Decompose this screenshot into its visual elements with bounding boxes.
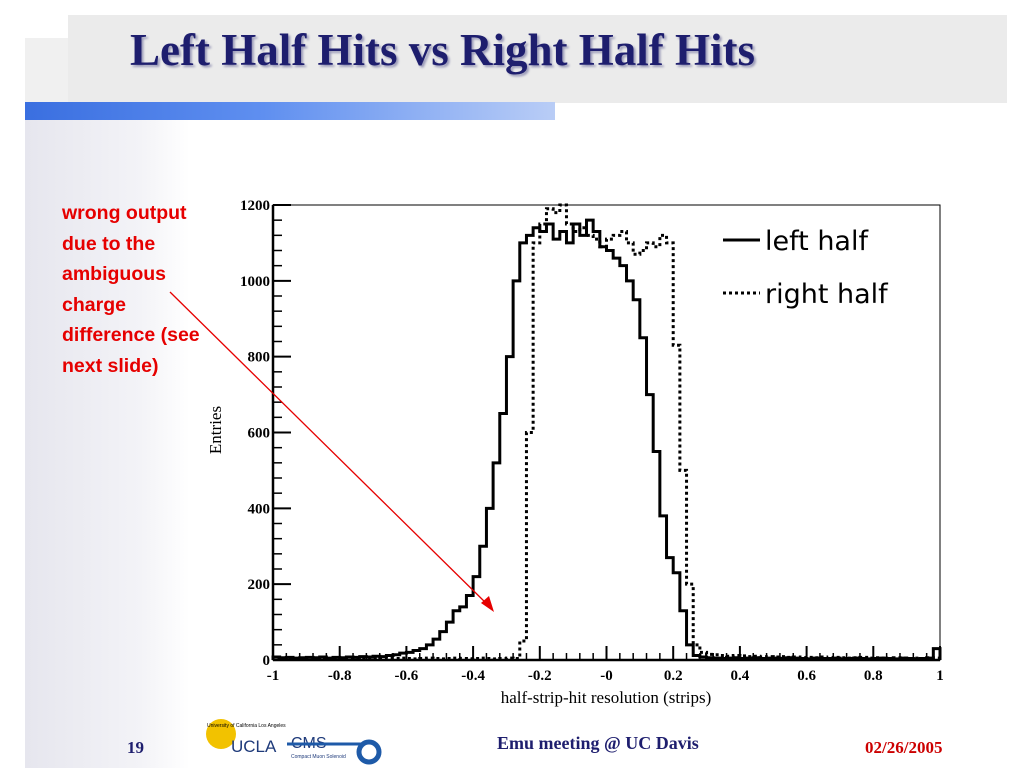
annotation-line: wrong output [62,202,187,224]
chart-legend: left half right half [723,226,889,310]
y-tick-label: 0 [263,653,271,669]
annotation-line: due to the [62,232,156,255]
left-gradient-panel [25,118,190,768]
title-underline-bar [25,102,555,120]
title-bar [68,15,1007,103]
x-tick-label: 0.6 [797,668,816,684]
ucla-sun-icon [206,719,236,749]
x-tick-label: -0.6 [395,668,419,684]
axis-ticks [272,204,941,661]
page-number: 19 [127,738,144,757]
y-tick-label: 800 [248,350,271,366]
legend-label-right-half: right half [765,279,889,310]
annotation-text: wrong output due to the ambiguous charge… [62,198,252,381]
series-layer [271,203,942,661]
x-tick-label: -0 [600,668,613,684]
x-tick-label: 0.8 [864,668,883,684]
plot-border [272,204,941,661]
annotation-arrow [169,291,494,612]
x-tick-label: -1 [267,668,280,684]
cms-subtext: Compact Muon Solenoid [291,754,346,760]
y-tick-label: 1200 [240,198,270,214]
ucla-wordmark: UCLA [231,737,277,756]
y-tick-label: 600 [248,426,271,442]
x-tick-label: -0.2 [528,668,552,684]
x-tick-label: 1 [936,668,944,684]
ucla-cms-logo: University of California Los Angeles UCL… [206,719,382,765]
annotation-line: difference (see [62,324,200,346]
annotation-line: ambiguous [62,263,167,285]
title-corner-block [25,38,68,103]
y-tick-label: 400 [248,501,271,517]
x-tick-label: -0.4 [461,668,485,684]
cms-ring-icon [356,739,382,765]
footer-event-text: Emu meeting @ UC Davis [497,733,699,753]
series-right-half [271,203,942,661]
plot-frame [271,204,941,662]
footer-date: 02/26/2005 [865,738,943,757]
annotation-line: charge [62,293,126,316]
x-tick-label: 0.2 [664,668,683,684]
y-tick-label: 1000 [240,274,270,290]
x-tick-label: -0.8 [328,668,352,684]
annotation-line: next slide) [62,354,159,377]
slide-title: Left Half Hits vs Right Half Hits [130,25,755,75]
y-tick-label: 200 [248,577,271,593]
ucla-university-text: University of California Los Angeles [207,723,286,729]
x-axis-label: half-strip-hit resolution (strips) [501,688,712,707]
legend-label-left-half: left half [765,226,869,257]
tick-labels: -1 -0.8 -0.6 -0.4 -0.2 -0 0.2 0.4 0.6 0.8 1 0 200 400… [240,198,944,684]
y-axis-label: Entries [206,406,225,454]
x-tick-label: 0.4 [731,668,750,684]
